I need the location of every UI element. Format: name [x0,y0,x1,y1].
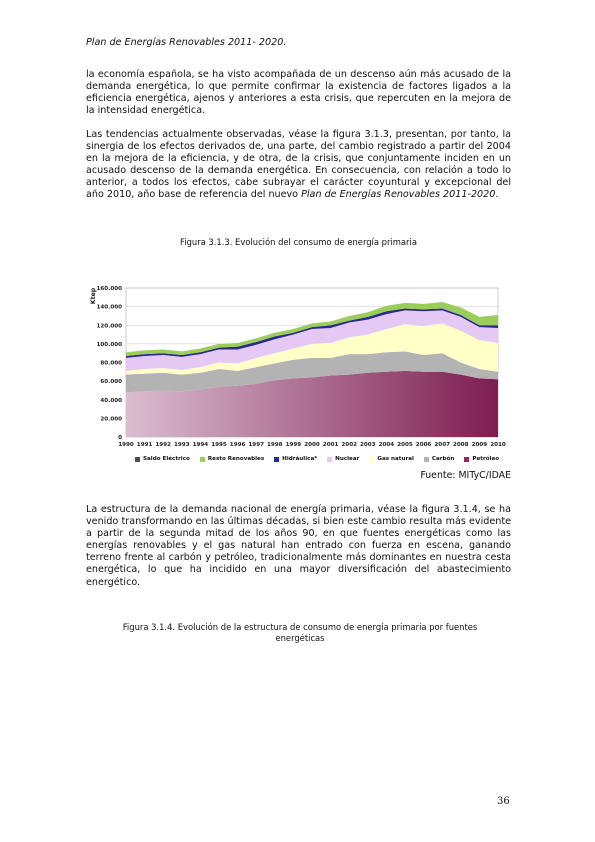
area-petr-leo [126,370,498,437]
legend-label: Petróleo [472,456,500,462]
figure-caption-3-1-3: Figura 3.1.3. Evolución del consumo de e… [180,237,417,247]
figure-caption-3-1-4: Figura 3.1.4. Evolución de la estructura… [122,622,478,643]
plan-title-italic: Plan de Energías Renovables 2011-2020 [301,189,496,201]
legend-item-hidr-ulica-: Hidráulica* [274,456,317,462]
paragraph-trends: Las tendencias actualmente observadas, v… [86,129,511,202]
figure-source: Fuente: MITyC/IDAE [420,470,511,481]
x-tick-label: 1998 [267,442,283,448]
x-tick-label: 1993 [174,442,190,448]
paragraph-intro: la economía española, se ha visto acompa… [86,69,511,117]
y-tick-label: 0 [118,435,122,441]
legend-swatch [464,456,470,462]
y-tick-label: 100.000 [97,342,123,348]
area-nuclear [126,310,498,371]
x-tick-label: 2001 [323,442,339,448]
area-gas-natural [126,323,498,375]
x-tick-label: 2008 [453,442,469,448]
legend-label: Hidráulica* [282,456,318,462]
x-tick-label: 1995 [211,442,227,448]
primary-energy-chart: 0 20.000 40.000 60.000 80.000 100.000 120.000 1… [90,286,506,448]
legend-label: Saldo Eléctrico [143,456,190,462]
legend-item-gas-natural: Gas natural [369,456,414,462]
legend-label: Resto Renovables [207,456,265,462]
x-tick-label: 2006 [416,442,432,448]
legend-item-nuclear: Nuclear [327,456,359,462]
legend-swatch [274,456,280,462]
chart-areas [126,301,498,437]
y-tick-label: 140.000 [97,305,123,311]
x-tick-label: 2009 [472,442,488,448]
y-tick-label: 40.000 [100,398,122,404]
x-tick-label: 2010 [490,442,506,448]
paragraph-structure: La estructura de la demanda nacional de … [86,504,511,588]
legend-item-carb-n: Carbón [423,456,455,462]
document-header: Plan de Energías Renovables 2011- 2020. [86,37,287,48]
page-number: 36 [497,796,510,807]
chart-legend: Saldo Eléctrico Resto Renovables Hidráulic… [135,456,505,462]
x-tick-label: 1999 [286,442,302,448]
legend-label: Nuclear [335,456,360,462]
legend-label: Carbón [431,456,455,462]
legend-swatch [135,456,140,462]
y-tick-label: 60.000 [100,379,122,385]
y-tick-label: 120.000 [97,323,123,329]
legend-label: Gas natural [377,456,414,462]
area-resto-renovables [126,301,498,356]
paragraph-trends-text: Las tendencias actualmente observadas, v… [86,129,511,201]
legend-swatch [199,456,205,462]
x-tick-label: 1991 [137,442,153,448]
y-tick-label: 80.000 [100,361,122,367]
legend-swatch [327,456,333,462]
x-tick-label: 1990 [118,442,134,448]
x-tick-label: 1992 [155,442,171,448]
x-tick-label: 2002 [341,442,357,448]
x-tick-label: 1994 [193,442,209,448]
paragraph-trends-end: . [495,189,499,201]
legend-swatch [369,456,375,462]
legend-item-petr-leo: Petróleo [464,456,499,462]
x-tick-label: 1996 [230,442,246,448]
x-tick-label: 2007 [434,442,450,448]
legend-item-resto-renovables: Resto Renovables [199,456,265,462]
y-tick-label: 20.000 [100,416,122,422]
legend-swatch [423,456,429,462]
legend-item-saldo-el-ctrico: Saldo Eléctrico [135,456,190,462]
x-tick-label: 1997 [248,442,264,448]
y-tick-label: 160.000 [97,286,123,292]
y-axis-label: Ktep [90,287,97,304]
x-tick-label: 2003 [360,442,376,448]
x-tick-label: 2005 [397,442,413,448]
x-tick-label: 2000 [304,442,320,448]
area-carb-n [126,351,498,393]
x-tick-label: 2004 [379,442,395,448]
chart-axes: 0 20.000 40.000 60.000 80.000 100.000 120.000 1… [90,286,506,448]
